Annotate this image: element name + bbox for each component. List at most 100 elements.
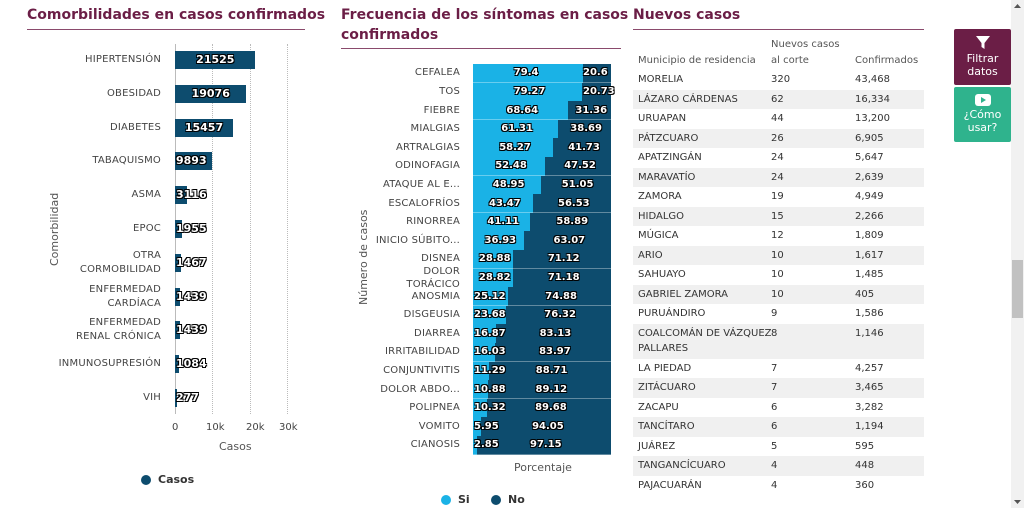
category-label: ENFERMEDAD <box>89 283 161 295</box>
stack-segment-no <box>582 64 611 83</box>
sintomas-title-line2: confirmados <box>341 27 439 43</box>
table-row[interactable]: MÚGICA 12 1,809 <box>633 226 924 246</box>
sintomas-legend-si[interactable]: Si <box>441 493 471 507</box>
nuevos-cell: 12 <box>771 230 784 241</box>
no-value-label: 51.05 <box>561 178 594 190</box>
table-row[interactable]: PAJACUARÁN 4 360 <box>633 476 924 496</box>
confirmados-cell: 4,257 <box>855 362 884 374</box>
table-row[interactable]: COALCOMÁN DE VÁZQUEZ PALLARES 8 1,146 <box>633 323 924 359</box>
no-value-label: 89.68 <box>535 402 567 414</box>
filter-icon <box>976 36 990 49</box>
no-value-label: 20.73 <box>583 85 615 97</box>
category-label: ENFERMEDAD <box>89 317 161 329</box>
category-label: INMUNOSUPRESIÓN <box>58 358 161 370</box>
stack-segment-no <box>567 101 611 120</box>
municipio-cell: SAHUAYO <box>638 269 686 280</box>
stack-segment-no <box>529 212 611 232</box>
stack-segment-no <box>512 268 611 288</box>
sintomas-title-line1: Frecuencia de los síntomas en casos <box>341 7 629 23</box>
table-row[interactable]: LÁZARO CÁRDENAS 62 16,334 <box>633 89 924 109</box>
stack-segment-no <box>476 436 611 455</box>
stack-segment-no <box>557 119 611 139</box>
stack-segment-si <box>473 157 546 176</box>
scrollbar-thumb[interactable] <box>1012 260 1023 318</box>
table-row[interactable]: MARAVATÍO 24 2,639 <box>633 167 924 187</box>
municipio-cell: GABRIEL ZAMORA <box>638 288 728 300</box>
legend-label: Casos <box>158 473 195 486</box>
confirmados-cell: 405 <box>855 288 875 300</box>
symptom-label: TOS <box>439 85 460 97</box>
nuevos-cell: 320 <box>771 74 791 85</box>
no-value-label: 71.12 <box>547 253 580 265</box>
table-row[interactable]: PURUÁNDIRO 9 1,586 <box>633 304 924 324</box>
category-label: ASMA <box>131 189 161 201</box>
symptom-label: DOLOR <box>423 265 460 277</box>
confirmados-cell: 360 <box>855 479 875 491</box>
municipio-cell: ZACAPU <box>638 401 679 413</box>
municipio-cell: URUAPAN <box>638 113 687 124</box>
vertical-scrollbar[interactable] <box>1011 0 1024 508</box>
no-value-label: 83.97 <box>539 346 571 358</box>
no-value-label: 74.88 <box>545 290 577 302</box>
stack-segment-si <box>473 398 488 418</box>
confirmados-cell: 1,809 <box>855 230 884 241</box>
symptom-label: DIARREA <box>414 327 460 339</box>
bar-value-label: 9893 <box>176 154 207 168</box>
confirmados-cell: 448 <box>855 460 875 471</box>
nuevos-cell: 9 <box>771 308 778 319</box>
table-row[interactable]: JUÁREZ 5 595 <box>633 437 924 457</box>
table-row[interactable]: APATZINGÁN 24 5,647 <box>633 148 924 168</box>
col-header-confirmados[interactable]: Confirmados <box>855 55 919 66</box>
col-header-municipio[interactable]: Municipio de residencia <box>638 55 756 66</box>
table-row[interactable]: ZITÁCUARO 7 3,465 <box>633 378 924 398</box>
table-row[interactable]: TANGANCÍCUARO 4 448 <box>633 456 924 476</box>
sintomas-legend-no[interactable]: No <box>491 493 527 507</box>
table-row[interactable]: URUAPAN 44 13,200 <box>633 109 924 129</box>
symptom-label: MIALGIAS <box>410 123 460 135</box>
confirmados-cell: 595 <box>855 440 875 452</box>
stack-segment-no <box>533 194 611 213</box>
stack-segment-si <box>473 138 554 157</box>
table-row[interactable]: TANCÍTARO 6 1,194 <box>633 417 924 437</box>
filter-data-button[interactable]: Filtrar datos <box>954 29 1011 85</box>
si-value-label: 79.27 <box>513 85 546 97</box>
symptom-label: DISGEUSIA <box>403 309 460 321</box>
nuevos-cell: 10 <box>771 269 784 280</box>
bar-value-label: 15457 <box>184 120 224 134</box>
si-value-label: 2.85 <box>474 439 499 451</box>
bar <box>175 253 181 272</box>
confirmados-cell: 4,949 <box>855 191 884 202</box>
table-row[interactable]: MORELIA 320 43,468 <box>633 70 924 90</box>
si-value-label: 52.48 <box>495 160 527 172</box>
bar <box>175 220 183 238</box>
col-header-nuevos-line1[interactable]: Nuevos casos <box>771 39 840 50</box>
table-row[interactable]: SAHUAYO 10 1,485 <box>633 265 924 285</box>
scroll-down-arrow-icon[interactable] <box>1011 496 1024 508</box>
how-to-use-label-line1: ¿Cómo <box>963 108 1002 121</box>
stack-segment-si <box>473 305 506 325</box>
si-value-label: 16.87 <box>474 327 506 339</box>
municipio-cell: HIDALGO <box>638 210 685 222</box>
table-row[interactable]: GABRIEL ZAMORA 10 405 <box>633 284 924 304</box>
stack-segment-si <box>473 212 530 232</box>
nuevos-cell: 7 <box>771 362 778 374</box>
no-value-label: 94.05 <box>532 420 564 432</box>
table-row[interactable]: LA PIEDAD 7 4,257 <box>633 359 924 379</box>
comorbilidades-x-tick: 0 <box>172 422 179 433</box>
no-value-label: 83.13 <box>539 327 572 339</box>
scroll-up-arrow-icon[interactable] <box>1011 0 1024 12</box>
table-row[interactable]: ARIO 10 1,617 <box>633 245 924 265</box>
table-row[interactable]: PÁTZCUARO 26 6,905 <box>633 128 924 148</box>
symptom-label: TORÁCICO <box>406 278 460 290</box>
how-to-use-button[interactable]: ¿Cómo usar? <box>954 87 1011 142</box>
table-row[interactable]: ZAMORA 19 4,949 <box>633 187 924 207</box>
stack-segment-si <box>473 343 496 362</box>
table-row[interactable]: HIDALGO 15 2,266 <box>633 206 924 226</box>
stack-segment-no <box>553 138 611 157</box>
comorbilidades-y-axis-title: Comorbilidad <box>48 192 61 266</box>
col-header-nuevos-line2[interactable]: al corte <box>771 55 809 66</box>
table-row[interactable]: ZACAPU 6 3,282 <box>633 398 924 418</box>
si-value-label: 28.88 <box>478 253 511 265</box>
si-value-label: 23.68 <box>474 309 506 321</box>
no-value-label: 89.12 <box>535 383 568 395</box>
